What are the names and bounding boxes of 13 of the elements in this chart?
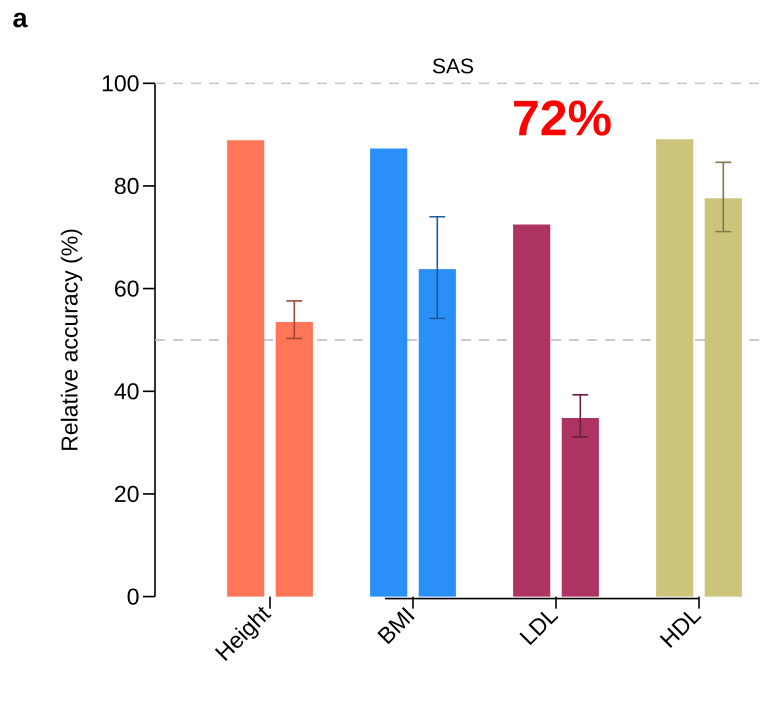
y-tick-label: 60 [115, 280, 139, 297]
y-tick-label: 40 [114, 383, 139, 400]
chart-title: SAS [432, 58, 474, 74]
text: a [13, 12, 28, 28]
y-tick-label: 0 [128, 588, 139, 605]
y-tick-label: 20 [115, 486, 139, 502]
x-tick-label: BMI [377, 607, 415, 644]
y-tick-label: 80 [114, 178, 139, 194]
annotation: 72% [514, 100, 611, 136]
x-tick-label: LDL [519, 612, 559, 646]
x-tick-label: HDL [660, 612, 702, 648]
y-axis-title: Relative accuracy (%) [60, 230, 82, 450]
y-tick-label: 100 [102, 75, 139, 92]
